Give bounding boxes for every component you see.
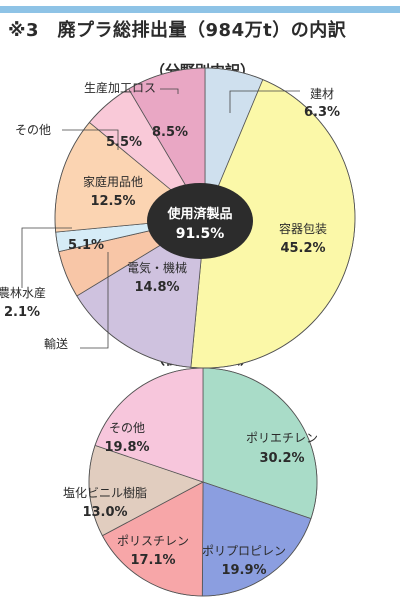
pie1-leader-line (62, 129, 119, 150)
pie2-slice-name: ポリスチレン (117, 534, 189, 548)
pie1-leader-line (80, 252, 109, 349)
pie1-slice-name: 容器包装 (279, 221, 327, 236)
pie1-slice-value: 2.1% (4, 305, 40, 320)
pie1-center-hub (147, 183, 253, 259)
pie1-slice-value: 14.8% (134, 280, 179, 295)
pie1-center-value: 91.5% (176, 226, 225, 242)
pie1-slice-value: 6.3% (304, 105, 340, 120)
pie2-slice-name: ポリエチレン (246, 431, 318, 445)
pie2-slice-value: 19.8% (104, 440, 149, 455)
pie2-slice-value: 13.0% (82, 505, 127, 520)
pie1-leader-line (229, 90, 300, 113)
pie1-center-label: 使用済製品 (166, 206, 232, 222)
pie1-slice-name: その他 (15, 123, 51, 137)
pie1-slice-value: 5.1% (68, 238, 104, 253)
pie1-slice-name: 家庭用品他 (83, 174, 143, 189)
pie1-leader-line (160, 88, 179, 94)
pie1-slice-name: 建材 (310, 87, 334, 101)
pie1-slice-name: 電気・機械 (127, 260, 187, 275)
pie1-slice-value: 8.5% (152, 125, 188, 140)
pie2-outline (88, 367, 318, 597)
pie2-slice-value: 30.2% (259, 451, 304, 466)
pie1-slice-value: 12.5% (90, 194, 135, 209)
pie2-slice-value: 19.9% (221, 563, 266, 578)
pie2-slice-name: 塩化ビニル樹脂 (63, 485, 147, 500)
pie1-slice-name: 農林水産 (0, 285, 46, 300)
pie1-slice-value: 45.2% (280, 241, 325, 256)
pie2-slice-name: ポリプロピレン (202, 544, 286, 558)
pie1-leader-line (21, 227, 72, 288)
pie2-slice-name: その他 (109, 421, 145, 435)
pie1-slice-name: 輸送 (44, 336, 68, 351)
pie2-slice-value: 17.1% (130, 553, 175, 568)
pie1-slice-value: 5.5% (106, 135, 142, 150)
page-title: ※3 廃プラ総排出量（984万t）の内訳 (8, 20, 347, 41)
top-accent-bar (0, 6, 400, 13)
pie1-slice-name: 生産加工ロス (84, 80, 156, 95)
